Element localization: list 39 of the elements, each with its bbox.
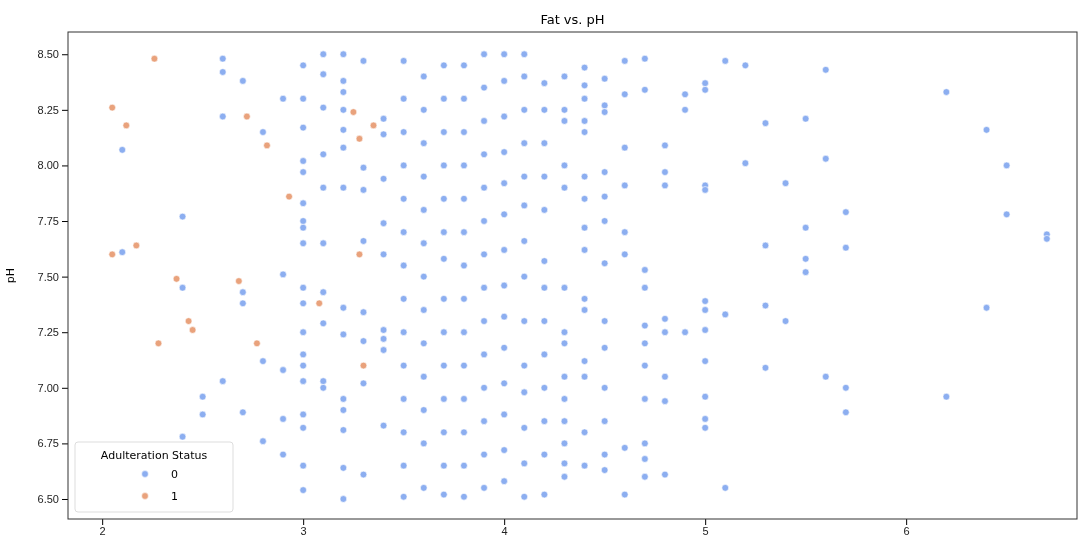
point — [355, 250, 364, 259]
point — [235, 277, 243, 285]
point — [188, 326, 197, 334]
point — [154, 339, 163, 347]
x-tick-label: 5 — [702, 524, 709, 537]
y-axis-title: pH — [4, 267, 17, 284]
y-tick-label: 8.00 — [37, 159, 59, 172]
point — [122, 121, 130, 130]
point — [172, 275, 181, 283]
y-tick-label: 7.00 — [37, 381, 59, 394]
legend-label: 0 — [171, 468, 178, 481]
chart-title: Fat vs. pH — [540, 12, 605, 27]
y-tick-label: 6.50 — [37, 493, 59, 506]
y-tick-label: 7.25 — [37, 326, 59, 339]
x-tick-label: 6 — [903, 524, 910, 537]
point — [108, 103, 116, 112]
point — [132, 241, 141, 250]
point — [349, 108, 358, 116]
x-tick-label: 2 — [99, 524, 106, 537]
point — [150, 55, 159, 63]
legend-title: Adulteration Status — [100, 449, 208, 462]
x-tick-label: 3 — [300, 524, 307, 537]
point — [263, 141, 271, 150]
y-tick-label: 6.75 — [37, 437, 59, 450]
point — [355, 135, 364, 143]
point — [108, 250, 116, 259]
legend-label: 1 — [171, 490, 178, 503]
y-tick-label: 8.25 — [37, 103, 59, 116]
point — [369, 121, 378, 130]
y-tick-label: 7.50 — [37, 270, 59, 283]
point — [315, 299, 323, 307]
point — [253, 339, 261, 347]
x-tick-label: 4 — [501, 524, 508, 537]
point — [285, 192, 293, 201]
point — [359, 361, 368, 370]
y-tick-label: 8.50 — [37, 48, 59, 61]
point — [184, 317, 193, 325]
y-tick-label: 7.75 — [37, 215, 59, 228]
point — [243, 112, 251, 121]
